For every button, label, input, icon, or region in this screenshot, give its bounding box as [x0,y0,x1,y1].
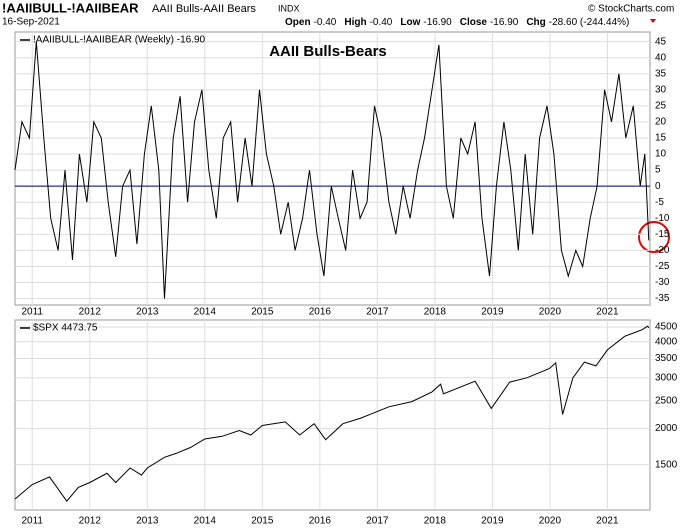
symbol-name: AAII Bulls-AAII Bears [152,3,256,15]
y-tick-label: 35 [655,68,667,79]
quote: Open -0.40 High -0.40 Low -16.90 Close -16.90 Ch… [285,17,629,28]
y-tick-label: 20 [655,117,667,128]
y-tick-label: 1500 [655,459,678,470]
x-tick-label: 2021 [596,307,619,318]
x-tick-label: 2016 [309,307,332,318]
y-tick-label: 10 [655,149,667,160]
exchange: INDX [278,3,300,13]
x-tick-label: 2021 [596,516,619,527]
y-tick-label: 45 [655,36,667,47]
panel-frame [14,319,651,511]
quote-label: Low [400,17,420,28]
y-tick-label: 15 [655,133,667,144]
y-tick-label: 30 [655,84,667,95]
x-tick-label: 2016 [309,516,332,527]
x-tick-label: 2014 [194,516,217,527]
y-tick-label: 2500 [655,395,678,406]
down-arrow [650,19,656,23]
x-tick-label: 2015 [251,307,274,318]
x-tick-label: 2018 [424,516,447,527]
brand: © StockCharts.com [588,4,674,15]
x-tick-label: 2017 [366,516,389,527]
date: 16-Sep-2021 [2,17,60,28]
x-tick-label: 2011 [21,307,43,318]
y-tick-label: -15 [655,229,670,240]
y-tick-label: 4000 [655,336,678,347]
legend-label: !AAIIBULL-!AAIIBEAR (Weekly) -16.90 [33,35,206,46]
x-tick-label: 2020 [539,516,562,527]
quote-value: -16.90 [490,17,519,28]
x-tick-label: 2019 [481,307,504,318]
x-tick-label: 2012 [79,307,102,318]
x-tick-label: 2014 [194,307,217,318]
y-tick-label: -35 [655,293,670,304]
y-tick-label: 3500 [655,353,678,364]
data-line [14,325,650,503]
y-tick-label: -30 [655,277,670,288]
legend-label: $SPX 4473.75 [33,323,98,334]
x-tick-label: 2018 [424,307,447,318]
quote-value: -16.90 [423,17,452,28]
y-tick-label: -10 [655,213,670,224]
y-tick-label: 25 [655,101,667,112]
quote-label: Open [285,17,311,28]
x-tick-label: 2013 [136,516,159,527]
y-tick-label: -5 [655,197,664,208]
y-tick-label: 40 [655,52,667,63]
quote-value: -0.40 [314,17,337,28]
y-tick-label: -25 [655,261,670,272]
symbol: !AAIIBULL-!AAIIBEAR [2,0,139,15]
y-tick-label: 5 [655,165,661,176]
quote-value: -28.60 (-244.44%) [549,17,630,28]
x-tick-label: 2019 [481,516,504,527]
quote-label: High [344,17,366,28]
quote-value: -0.40 [370,17,393,28]
y-tick-label: 2000 [655,423,678,434]
chart-title: AAII Bulls-Bears [269,43,387,60]
y-tick-label: 4500 [655,322,678,333]
highlight-circle [638,221,670,253]
x-tick-label: 2015 [251,516,274,527]
y-tick-label: -20 [655,245,670,256]
y-tick-label: 0 [655,181,661,192]
x-tick-label: 2011 [21,516,43,527]
data-line [14,41,650,299]
quote-label: Close [460,17,488,28]
quote-label: Chg [526,17,545,28]
y-tick-label: 3000 [655,372,678,383]
x-tick-label: 2013 [136,307,159,318]
x-tick-label: 2012 [79,516,102,527]
x-tick-label: 2017 [366,307,389,318]
x-tick-label: 2020 [539,307,562,318]
